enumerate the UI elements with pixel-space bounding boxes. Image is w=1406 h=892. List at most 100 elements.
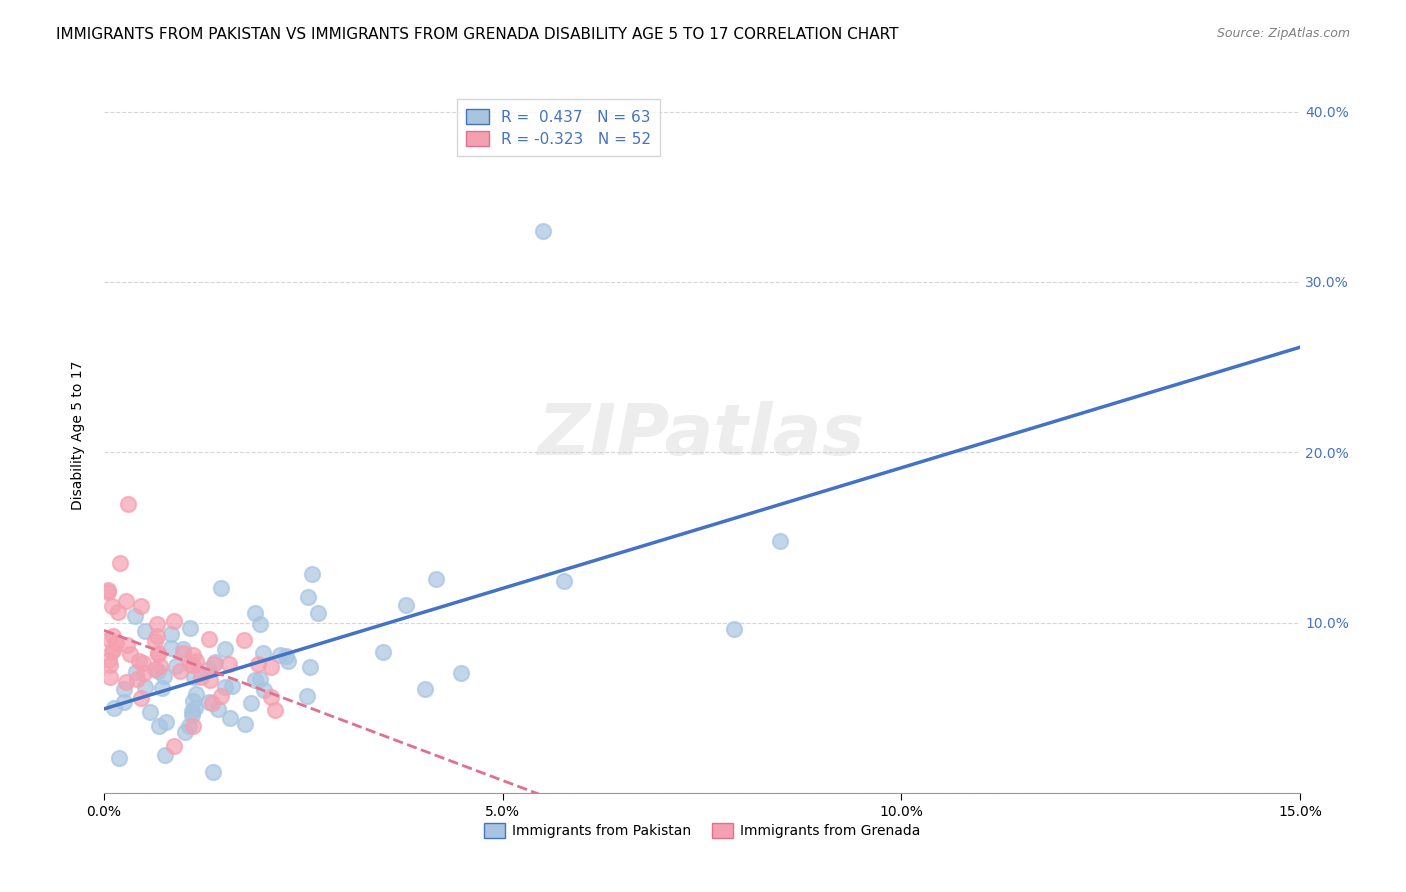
Point [174, 724, 197, 739]
Point [120, 647, 142, 661]
Point [413, 682, 436, 697]
Point [163, 739, 186, 754]
Point [245, 606, 267, 620]
Point [221, 679, 243, 693]
Point [160, 627, 183, 641]
Point [179, 657, 201, 671]
Point [181, 694, 204, 708]
Point [155, 715, 177, 730]
Point [112, 681, 135, 696]
Point [107, 605, 129, 619]
Point [186, 654, 208, 668]
Point [197, 663, 219, 677]
Point [108, 750, 131, 764]
Point [98, 670, 121, 684]
Point [165, 658, 187, 673]
Point [129, 599, 152, 613]
Point [97, 584, 120, 599]
Point [198, 632, 221, 646]
Point [209, 690, 232, 704]
Point [134, 624, 156, 638]
Point [723, 622, 745, 636]
Point [134, 665, 156, 680]
Point [101, 629, 124, 643]
Point [209, 581, 232, 595]
Point [180, 704, 202, 718]
Point [249, 672, 271, 686]
Legend: Immigrants from Pakistan, Immigrants from Grenada: Immigrants from Pakistan, Immigrants fro… [478, 818, 925, 844]
Point [252, 646, 274, 660]
Point [117, 638, 139, 652]
Point [243, 673, 266, 688]
Point [143, 634, 166, 648]
Point [124, 608, 146, 623]
Point [132, 656, 155, 670]
Point [201, 765, 224, 780]
Text: IMMIGRANTS FROM PAKISTAN VS IMMIGRANTS FROM GRENADA DISABILITY AGE 5 TO 17 CORRE: IMMIGRANTS FROM PAKISTAN VS IMMIGRANTS F… [56, 27, 898, 42]
Point [103, 700, 125, 714]
Point [181, 708, 204, 723]
Point [301, 567, 323, 582]
Point [172, 642, 194, 657]
Point [146, 616, 169, 631]
Point [190, 670, 212, 684]
Point [232, 633, 254, 648]
Point [101, 644, 124, 658]
Point [114, 674, 136, 689]
Point [307, 607, 329, 621]
Point [198, 696, 221, 710]
Point [150, 681, 173, 695]
Point [108, 556, 131, 570]
Point [260, 660, 283, 674]
Point [146, 647, 169, 661]
Point [531, 224, 554, 238]
Point [260, 690, 283, 704]
Point [246, 657, 269, 671]
Point [100, 599, 122, 613]
Point [103, 642, 125, 657]
Point [114, 695, 136, 709]
Point [214, 680, 236, 694]
Point [295, 689, 318, 703]
Point [214, 642, 236, 657]
Point [160, 641, 183, 656]
Point [253, 683, 276, 698]
Point [143, 663, 166, 677]
Point [134, 680, 156, 694]
Point [117, 497, 139, 511]
Point [183, 648, 205, 662]
Point [769, 534, 792, 549]
Point [425, 572, 447, 586]
Point [98, 653, 121, 667]
Point [200, 673, 222, 687]
Point [97, 582, 120, 597]
Point [240, 696, 263, 710]
Point [115, 594, 138, 608]
Point [202, 657, 225, 672]
Point [395, 598, 418, 612]
Point [128, 653, 150, 667]
Point [149, 658, 172, 673]
Point [148, 647, 170, 661]
Point [125, 672, 148, 686]
Point [129, 691, 152, 706]
Point [218, 657, 240, 671]
Point [125, 665, 148, 679]
Point [233, 716, 256, 731]
Point [218, 711, 240, 725]
Point [276, 649, 298, 664]
Point [148, 719, 170, 733]
Point [179, 621, 201, 635]
Point [172, 646, 194, 660]
Point [146, 664, 169, 678]
Y-axis label: Disability Age 5 to 17: Disability Age 5 to 17 [72, 360, 86, 510]
Point [200, 697, 222, 711]
Point [184, 687, 207, 701]
Point [264, 703, 287, 717]
Point [269, 648, 291, 662]
Point [169, 664, 191, 678]
Point [298, 660, 321, 674]
Text: ZIPatlas: ZIPatlas [538, 401, 866, 470]
Point [98, 632, 121, 646]
Point [277, 654, 299, 668]
